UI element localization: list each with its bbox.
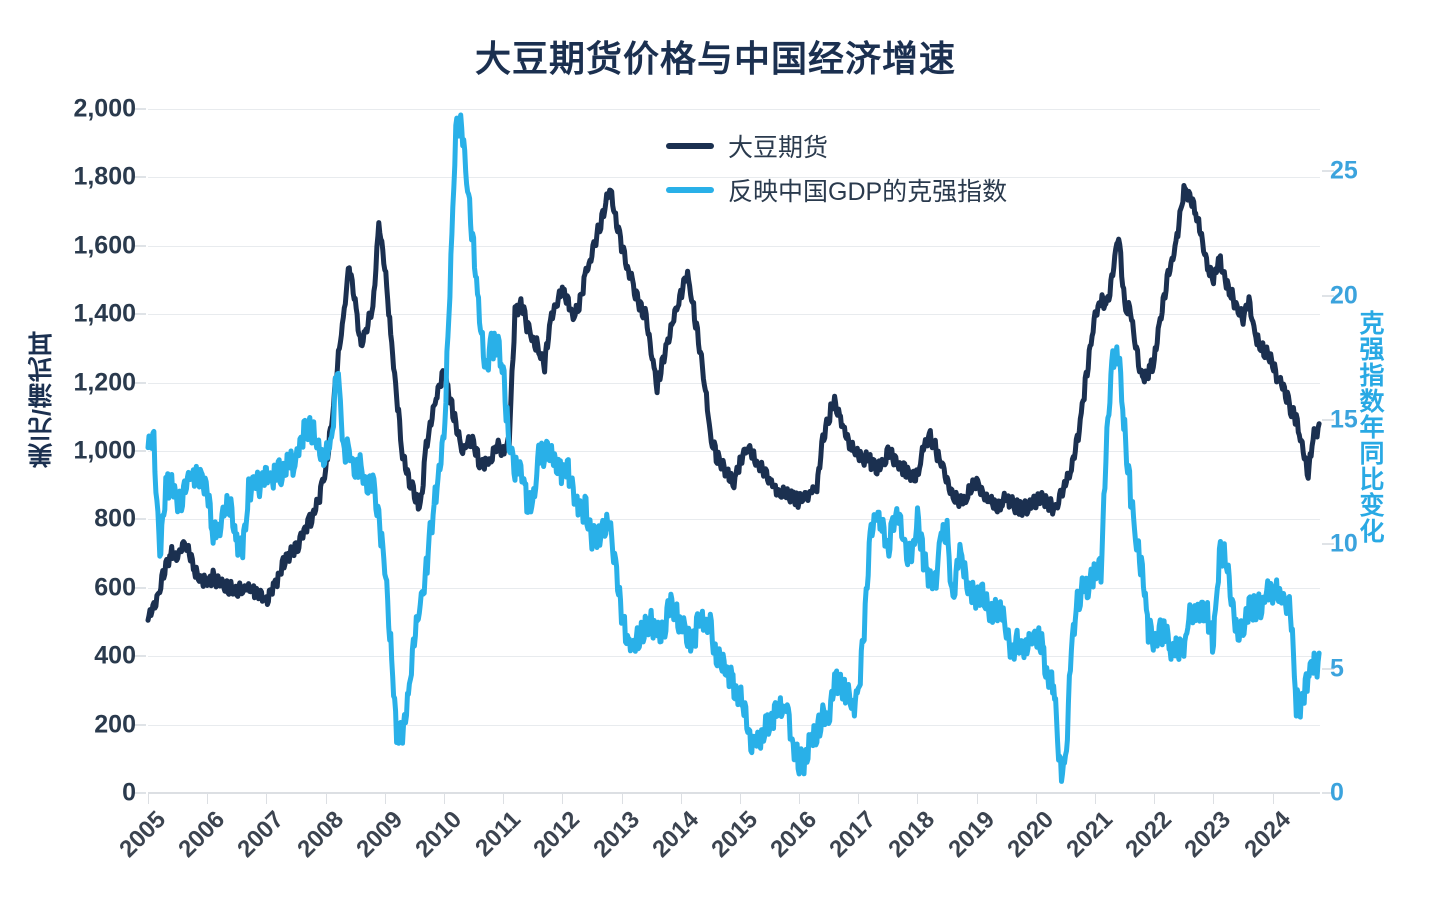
y-tick-mark-left [134, 381, 146, 384]
x-tick-mark [503, 793, 505, 804]
gridline [148, 451, 1320, 452]
x-tick-mark [680, 793, 682, 804]
y-tick-label-left: 1,400 [73, 299, 136, 328]
plot-area [145, 109, 1322, 793]
y-tick-mark-left [134, 792, 146, 794]
x-tick-mark [1095, 793, 1097, 804]
x-tick-label: 2009 [351, 806, 408, 863]
x-tick-mark [384, 793, 386, 804]
x-tick-label: 2005 [114, 806, 172, 863]
legend-swatch-soybean [666, 143, 714, 149]
legend-swatch-keqiang [666, 187, 714, 193]
x-axis-baseline [148, 792, 1320, 794]
y-tick-mark-right [1322, 418, 1334, 421]
y-tick-mark-right [1322, 543, 1334, 546]
x-tick-label: 2008 [291, 806, 349, 863]
x-tick-mark [917, 793, 919, 804]
y-tick-label-left: 600 [94, 573, 136, 602]
legend-label-soybean: 大豆期货 [728, 134, 829, 162]
x-tick-mark [148, 793, 149, 804]
x-tick-label: 2018 [883, 806, 941, 863]
x-tick-mark [266, 793, 268, 804]
x-tick-label: 2006 [173, 806, 231, 863]
y-tick-mark-left [134, 518, 146, 521]
y-tick-mark-left [134, 176, 146, 179]
y-tick-label-left: 1,200 [73, 368, 136, 397]
y-tick-mark-left [134, 586, 146, 589]
y-tick-label-right: 0 [1330, 778, 1344, 807]
x-tick-mark [443, 793, 445, 804]
y-tick-label-right: 15 [1330, 405, 1358, 434]
y-tick-mark-left [134, 313, 146, 316]
x-tick-label: 2019 [942, 806, 1000, 863]
legend-item[interactable]: 大豆期货 [666, 128, 1007, 164]
y-tick-label-left: 400 [94, 641, 136, 670]
x-tick-mark [562, 793, 564, 804]
x-tick-mark [1035, 793, 1037, 804]
x-tick-mark [325, 793, 327, 804]
y-tick-mark-left [134, 108, 146, 110]
page-title: 大豆期货价格与中国经济增速 [474, 38, 956, 79]
x-tick-label: 2020 [1002, 806, 1059, 863]
x-tick-label: 2012 [528, 806, 586, 863]
x-tick-label: 2015 [706, 806, 763, 863]
legend-item[interactable]: 反映中国GDP的克强指数 [666, 172, 1007, 208]
gridline [148, 314, 1320, 316]
series-line-soybean [145, 183, 1322, 623]
y-tick-mark-left [134, 723, 146, 726]
x-tick-mark [976, 793, 978, 804]
x-tick-mark [1213, 793, 1215, 804]
x-tick-mark [799, 793, 801, 804]
y-tick-label-right: 5 [1330, 654, 1344, 683]
gridline [148, 109, 1320, 110]
gridline [148, 519, 1320, 521]
y-tick-label-left: 200 [94, 710, 136, 739]
y-tick-label-left: 1,000 [73, 436, 136, 465]
x-tick-mark [858, 793, 860, 804]
x-tick-label: 2011 [470, 806, 527, 862]
y-tick-label-left: 2,000 [73, 94, 136, 123]
y-axis-label-right: 克强指数年同比变化 [1356, 310, 1384, 544]
y-tick-mark-left [134, 655, 146, 658]
y-tick-label-right: 20 [1330, 281, 1358, 310]
y-tick-label-right: 10 [1330, 529, 1358, 558]
x-tick-label: 2022 [1120, 806, 1178, 863]
series-lines [145, 112, 1322, 784]
x-tick-mark [739, 793, 741, 804]
y-tick-label-right: 25 [1330, 156, 1358, 185]
x-tick-label: 2010 [410, 806, 468, 863]
x-tick-label: 2023 [1179, 806, 1237, 863]
y-tick-mark-left [134, 450, 146, 452]
legend-label-keqiang: 反映中国GDP的克强指数 [728, 178, 1008, 206]
gridline [148, 382, 1320, 384]
x-tick-label: 2024 [1238, 806, 1296, 863]
x-tick-mark [1272, 793, 1274, 804]
x-tick-mark [207, 793, 209, 804]
y-tick-label-left: 1,800 [73, 162, 136, 191]
gridline [148, 656, 1320, 658]
x-tick-label: 2007 [232, 806, 290, 863]
x-tick-mark [1154, 793, 1156, 804]
y-tick-mark-right [1322, 294, 1334, 297]
series-line-keqiang [145, 112, 1322, 784]
y-tick-label-left: 0 [122, 778, 136, 807]
y-tick-label-left: 1,600 [73, 231, 136, 260]
gridline [148, 177, 1320, 179]
gridline [148, 587, 1320, 589]
x-tick-label: 2021 [1061, 806, 1119, 863]
y-tick-mark-right [1322, 667, 1334, 670]
x-tick-label: 2013 [587, 806, 645, 863]
x-tick-mark [621, 793, 623, 804]
gridline [148, 724, 1320, 726]
gridline [148, 245, 1320, 247]
x-tick-label: 2017 [824, 806, 882, 863]
y-tick-label-left: 800 [94, 504, 136, 533]
legend: 大豆期货 反映中国GDP的克强指数 [666, 128, 1007, 216]
y-tick-mark-left [134, 244, 146, 247]
y-tick-mark-right [1322, 792, 1334, 794]
x-tick-label: 2014 [646, 806, 704, 863]
y-tick-mark-right [1322, 170, 1334, 173]
x-tick-label: 2016 [765, 806, 823, 863]
